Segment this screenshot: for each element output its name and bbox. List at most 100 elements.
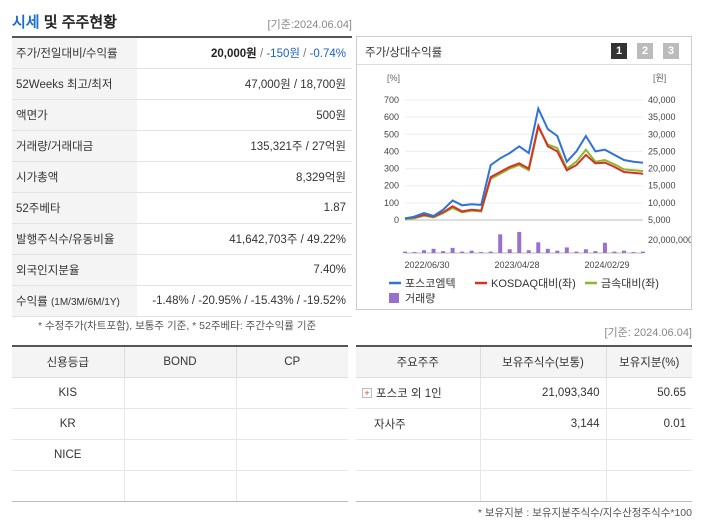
- major-shareholders-table: 주요주주 보유주식수(보통) 보유지분(%) + 포스코 외 1인 21,093,…: [356, 345, 692, 502]
- chart-panel: 주가/상대수익률 1 2 3 [%] [원] 700 600 500 400 300 200 1…: [356, 36, 692, 310]
- x-tick-label: 2024/02/29: [584, 260, 629, 270]
- cp-cell: [235, 377, 348, 409]
- holder-shares-cell: 3,144: [479, 408, 606, 440]
- volume-bar: [479, 252, 484, 253]
- reference-date-2: [기준: 2024.06.04]: [604, 327, 692, 339]
- chart-header: 주가/상대수익률 1 2 3: [357, 37, 691, 65]
- cp-cell: [235, 470, 348, 502]
- agency-cell: NICE: [12, 439, 124, 471]
- right-axis-unit: [원]: [653, 73, 666, 83]
- current-price: 20,000원: [210, 47, 257, 60]
- row-label: 거래량/거래대금: [12, 130, 137, 162]
- table-row: NICE: [12, 439, 348, 471]
- volume-bar: [536, 242, 541, 253]
- volume-bar: [574, 251, 579, 253]
- agency-cell: KIS: [12, 377, 124, 409]
- table-row: 주가/전일대비/수익률 20,000원 / -150원 / -0.74%: [12, 37, 352, 69]
- volume-bar: [469, 250, 474, 253]
- volume-bar: [431, 248, 436, 253]
- holder-pct-cell: 50.65: [605, 377, 692, 409]
- table-row: 발행주식수/유동비율 41,642,703주 / 49.22%: [12, 223, 352, 255]
- volume-bar: [641, 251, 645, 253]
- y-right-tick-label: 40,000: [648, 95, 676, 105]
- series-line-0: [404, 105, 644, 220]
- quote-table: 주가/전일대비/수익률 20,000원 / -150원 / -0.74% 52W…: [12, 36, 352, 317]
- chart-page-3-button[interactable]: 3: [663, 43, 679, 59]
- row-label: 수익률 (1M/3M/6M/1Y): [12, 285, 137, 317]
- row-value: 41,642,703주 / 49.22%: [137, 223, 352, 255]
- legend-label-stock: 포스코엠텍: [405, 277, 456, 290]
- table-row: 52주베타 1.87: [12, 192, 352, 224]
- holder-name-cell: 자사주: [356, 408, 480, 440]
- credit-rating-table: 신용등급 BOND CP KIS KR NICE: [12, 345, 348, 502]
- y-right-tick-label: 15,000: [648, 181, 676, 191]
- bond-cell: [123, 408, 236, 440]
- row-value: 7.40%: [137, 254, 352, 286]
- y-right-tick-label: 35,000: [648, 112, 676, 122]
- y-left-tick-label: 500: [384, 129, 399, 139]
- table-row: [356, 470, 692, 502]
- returns-value: -1.48% / -20.95% / -15.43% / -19.52%: [137, 285, 352, 317]
- legend-label-metal: 금속대비(좌): [601, 277, 659, 290]
- cp-cell: [235, 408, 348, 440]
- y-right-tick-label: 5,000: [648, 215, 671, 225]
- row-label: 시가총액: [12, 161, 137, 193]
- column-header: 보유지분(%): [605, 346, 692, 378]
- column-header: 신용등급: [12, 346, 124, 378]
- volume-bar: [422, 250, 427, 253]
- y-left-tick-label: 100: [384, 198, 399, 208]
- table-row: 52Weeks 최고/최저 47,000원 / 18,700원: [12, 68, 352, 100]
- y-right-tick-label: 25,000: [648, 146, 676, 156]
- row-label: 주가/전일대비/수익률: [12, 37, 137, 69]
- section-header: 시세 및 주주현황 [기준:2024.06.04]: [12, 8, 352, 36]
- row-value: 8,329억원: [137, 161, 352, 193]
- row-label: 외국인지분율: [12, 254, 137, 286]
- legend-swatch-volume: [389, 293, 399, 303]
- table-row: KR: [12, 408, 348, 440]
- y-left-tick-label: 300: [384, 164, 399, 174]
- legend-label-kosdaq: KOSDAQ대비(좌): [491, 277, 576, 290]
- row-value: 47,000원 / 18,700원: [137, 68, 352, 100]
- column-header: CP: [235, 346, 348, 378]
- row-label: 액면가: [12, 99, 137, 131]
- y-left-tick-label: 0: [394, 215, 399, 225]
- volume-bar: [621, 250, 626, 253]
- table-header-row: 주요주주 보유주식수(보통) 보유지분(%): [356, 346, 692, 378]
- volume-bar: [498, 234, 503, 253]
- expand-plus-icon[interactable]: +: [362, 388, 372, 399]
- price-value: 20,000원 / -150원 / -0.74%: [137, 37, 352, 69]
- volume-bar: [564, 247, 569, 253]
- volume-axis-label: 20,000,000: [648, 235, 691, 245]
- volume-bar: [412, 252, 417, 253]
- holder-shares-cell: 21,093,340: [479, 377, 606, 409]
- holder-name-cell[interactable]: + 포스코 외 1인: [356, 377, 480, 409]
- column-header: 주요주주: [356, 346, 480, 378]
- row-value: 135,321주 / 27억원: [137, 130, 352, 162]
- holders-footnote: * 보유지분 : 보유지분주식수/지수산정주식수*100: [477, 507, 692, 519]
- row-label: 발행주식수/유동비율: [12, 223, 137, 255]
- table-row: 거래량/거래대금 135,321주 / 27억원: [12, 130, 352, 162]
- volume-bar: [631, 252, 636, 253]
- x-tick-label: 2022/06/30: [404, 260, 449, 270]
- y-left-tick-label: 400: [384, 146, 399, 156]
- volume-bar: [507, 249, 512, 253]
- agency-cell: KR: [12, 408, 124, 440]
- volume-bar: [526, 250, 531, 253]
- y-right-tick-label: 30,000: [648, 129, 676, 139]
- reference-date: [기준:2024.06.04]: [267, 19, 352, 31]
- chart-page-1-button[interactable]: 1: [611, 43, 627, 59]
- table-row: + 포스코 외 1인 21,093,340 50.65: [356, 377, 692, 409]
- chart-page-2-button[interactable]: 2: [637, 43, 653, 59]
- volume-bar: [460, 251, 465, 253]
- holder-pct-cell: 0.01: [605, 408, 692, 440]
- column-header: 보유주식수(보통): [479, 346, 606, 378]
- legend-label-volume: 거래량: [405, 292, 435, 305]
- price-chart: [%] [원] 700 600 500 400 300 200 100 0 40,000 35,000…: [384, 73, 691, 305]
- table-row: 액면가 500원: [12, 99, 352, 131]
- agency-cell: [12, 470, 124, 502]
- row-label: 52주베타: [12, 192, 137, 224]
- table-row: 외국인지분율 7.40%: [12, 254, 352, 286]
- table-row: 자사주 3,144 0.01: [356, 408, 692, 440]
- row-label: 52Weeks 최고/최저: [12, 68, 137, 100]
- volume-bar: [545, 248, 550, 253]
